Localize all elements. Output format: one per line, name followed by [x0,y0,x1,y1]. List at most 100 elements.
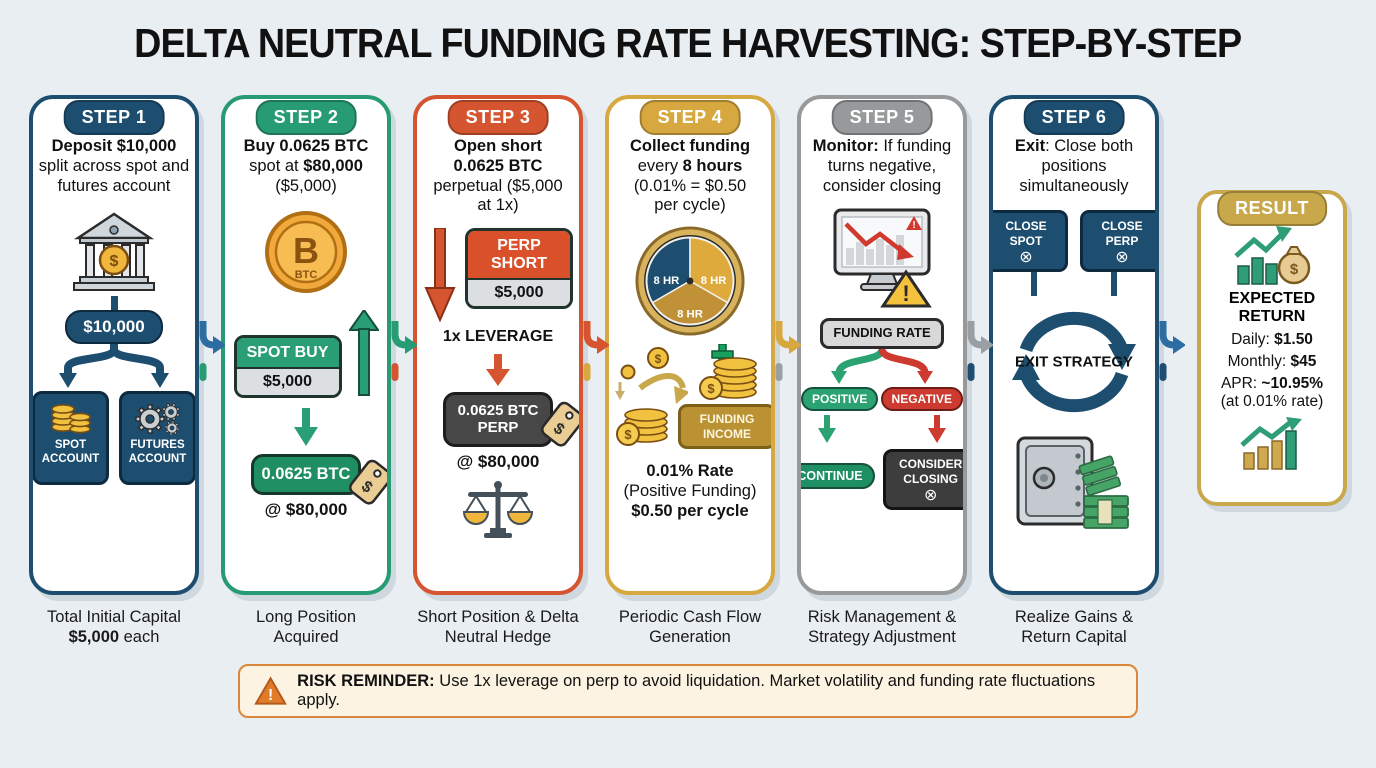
close-circle-icon: ⊗ [1115,249,1129,267]
accounts-row: SPOT ACCOUNT [33,391,195,486]
warning-icon: ! [254,675,287,705]
btc-symbol: B [293,230,319,271]
step-2-description: Buy 0.0625 BTC spot at $80,000 ($5,000) [243,137,369,195]
step-3-description: Open short 0.0625 BTC perpetual ($5,000 … [433,137,563,215]
short-down-arrow-icon [424,228,456,323]
step-4-badge: STEP 4 [639,100,741,135]
step-1-card: STEP 1 Deposit $10,000 split across spot… [29,95,199,595]
perp-short-group: PERP SHORT $5,000 [423,228,573,324]
growth-moneybag-icon: $ [1234,226,1311,285]
spot-account-box: SPOT ACCOUNT [33,391,109,486]
flow-arrow-1 [195,321,226,388]
down-arrow-icon [294,408,318,447]
spot-buy-amount: $5,000 [236,367,339,396]
btc-position-group: 0.0625 BTC $ [251,454,387,505]
step-4-caption: Periodic Cash Flow Generation [618,608,762,646]
result-badge: RESULT [1217,191,1327,226]
monitor-chart-icon: ! ! [833,208,932,308]
risk-reminder-bar: ! RISK REMINDER: Use 1x leverage on perp… [238,663,1138,718]
spot-buy-label: SPOT BUY [236,337,339,368]
step-6-badge: STEP 6 [1023,100,1125,135]
spot-buy-box: SPOT BUY $5,000 [233,334,342,399]
step-2-card: STEP 2 Buy 0.0625 BTC spot at $80,000 ($… [221,95,391,595]
step-6-card: STEP 6 Exit: Close both positions simult… [989,95,1159,595]
cycle-arrows-icon [1012,312,1136,413]
step-4-card: STEP 4 Collect funding every 8 hours (0.… [605,95,775,595]
step-5-badge: STEP 5 [831,100,933,135]
decision-outcomes: CONTINUE CONSIDER CLOSING ⊗ [801,449,963,511]
cash-in-safe [1078,455,1122,497]
close-perp-box: CLOSE PERP ⊗ [1080,210,1155,273]
svg-text:$: $ [655,352,662,366]
close-circle-icon: ⊗ [1019,249,1033,267]
cash-stacks [1083,495,1129,530]
clock-segment-1: 8 HR [654,275,680,287]
negative-pill: NEGATIVE [880,387,963,412]
price-tag-icon: $ [541,401,579,447]
step-2-badge: STEP 2 [255,100,357,135]
flow-arrow-6 [1155,321,1186,388]
red-down-arrow-icon [928,415,946,444]
leverage-label: 1x LEVERAGE [442,328,554,346]
balance-scale-icon [462,480,534,538]
btc-position-box: 0.0625 BTC [251,454,361,496]
down-arrow-icon [486,354,510,387]
branch-arrows [59,344,169,389]
rate-summary: 0.01% Rate (Positive Funding) $0.50 per … [623,462,757,520]
up-arrow-icon [348,310,379,397]
btc-label: BTC [295,269,318,281]
perp-short-label: PERP SHORT [468,231,570,279]
svg-text:$: $ [624,427,632,442]
close-spot-box: CLOSE SPOT ⊗ [993,210,1068,273]
funding-rate-box: FUNDING RATE [820,318,944,350]
svg-text:$: $ [1290,261,1299,278]
futures-account-label: FUTURES ACCOUNT [128,439,187,465]
perp-position-box: 0.0625 BTC PERP [443,392,553,447]
step-6: STEP 6 Exit: Close both positions simult… [985,77,1163,648]
result-card: RESULT $ EXPECTED RETURN Daily: $1.50 Mo [1197,190,1347,506]
svg-text:!: ! [912,220,915,231]
coins-flow-icon: $ $ [615,347,688,447]
result-daily: Daily: $1.50 [1231,330,1313,348]
result-heading: EXPECTED RETURN [1228,290,1316,326]
exit-strategy-group: EXIT STRATEGY [996,298,1152,426]
funding-income-group: $ FUNDING INCOME [678,344,771,449]
step-4-description: Collect funding every 8 hours (0.01% = $… [629,137,751,215]
step-3-badge: STEP 3 [447,100,549,135]
green-down-arrow-icon [818,415,836,444]
svg-text:!: ! [268,686,273,703]
btc-coin-icon: B BTC [265,211,347,294]
flow-arrow-2 [387,321,418,388]
exit-strategy-label: EXIT STRATEGY [1014,353,1134,371]
close-boxes-row: CLOSE SPOT ⊗ CLOSE PERP ⊗ [993,210,1155,273]
step-4: STEP 4 Collect funding every 8 hours (0.… [601,77,779,648]
result-apr: APR: ~10.95% [1220,374,1324,392]
page-title: DELTA NEUTRAL FUNDING RATE HARVESTING: S… [134,20,1242,66]
cash-flow-group: $ $ [609,344,771,452]
perp-price: @ $80,000 [456,451,540,471]
step-1-caption: Total Initial Capital $5,000 each [47,608,181,646]
branch-pills: POSITIVE NEGATIVE [801,387,963,412]
price-tag-icon: $ [349,460,387,505]
safe-vault-icon [1016,436,1129,530]
result-panel: RESULT $ EXPECTED RETURN Daily: $1.50 Mo [1193,77,1351,506]
flow-arrow-3 [579,321,610,388]
positive-pill: POSITIVE [801,387,879,412]
risk-reminder-text: RISK REMINDER: Use 1x leverage on perp t… [297,671,1096,709]
flow-arrow-4 [771,321,802,388]
result-note: (at 0.01% rate) [1220,392,1324,410]
step-2: STEP 2 Buy 0.0625 BTC spot at $80,000 ($… [217,77,395,648]
gears-icon [134,403,180,436]
step-1-description: Deposit $10,000 split across spot and fu… [38,137,190,195]
close-connector-lines [1031,272,1117,297]
clock-segment-3: 8 HR [677,309,703,321]
growth-chart-icon [1240,416,1302,470]
amount-badge: $10,000 [65,310,163,345]
step-1: STEP 1 Deposit $10,000 split across spot… [25,77,203,648]
step-5-caption: Risk Management & Strategy Adjustment [807,608,957,646]
step-5: STEP 5 Monitor: If funding turns negativ… [793,77,971,648]
perp-short-amount: $5,000 [468,278,570,307]
connector-line [110,296,118,311]
perp-position-group: 0.0625 BTC PERP $ [443,392,579,447]
step-1-badge: STEP 1 [63,100,165,135]
